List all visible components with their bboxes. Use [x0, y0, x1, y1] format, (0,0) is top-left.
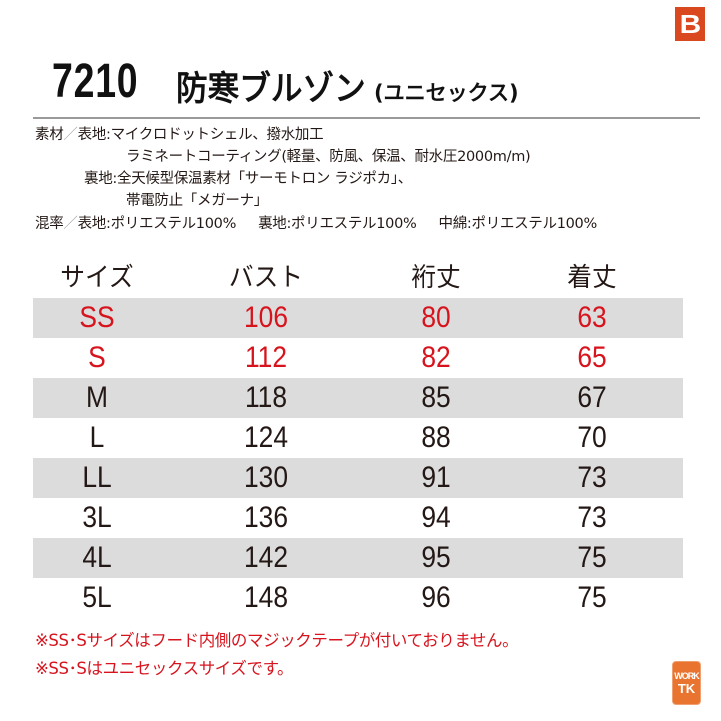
- materials-label: 素材: [35, 127, 64, 143]
- sleeve-cell: 95: [421, 541, 451, 574]
- header-size: サイズ: [60, 263, 134, 293]
- table-row: 3L 136 94 73: [33, 498, 683, 538]
- materials-line-4: 帯電防止「メガーナ」: [126, 190, 268, 212]
- size-cell: 3L: [82, 501, 112, 534]
- size-cell: LL: [82, 461, 112, 494]
- badge-line-1: WORK: [674, 670, 699, 681]
- bust-cell: 130: [243, 461, 289, 494]
- header-divider: [33, 117, 700, 119]
- length-cell: 73: [577, 501, 607, 534]
- bust-cell: 136: [243, 501, 289, 534]
- bust-cell: 124: [243, 421, 289, 454]
- sleeve-cell: 85: [421, 381, 451, 414]
- footnote: ※SS･Sサイズはフード内側のマジックテープが付いておりません。: [35, 631, 519, 650]
- length-cell: 63: [577, 301, 607, 334]
- table-row: S 112 82 65: [33, 338, 683, 378]
- sleeve-cell: 94: [421, 501, 451, 534]
- brand-logo-letter: B: [679, 9, 701, 39]
- lining-material-antistatic: 帯電防止「メガーナ」: [126, 193, 268, 209]
- materials-line-2: ラミネートコーティング(軽量、防風、保温、耐水圧2000m/m): [126, 146, 531, 168]
- size-cell: M: [86, 381, 108, 414]
- table-row: L 124 88 70: [33, 418, 683, 458]
- footnotes: ※SS･Sサイズはフード内側のマジックテープが付いておりません。 ※SS･Sはユ…: [35, 627, 519, 683]
- size-table: サイズ バスト 裄丈 着丈 SS 106 80 63 S 112 82 65 M…: [33, 258, 683, 618]
- table-row: 5L 148 96 75: [33, 578, 683, 618]
- blend-line: 混率／表地:ポリエステル100% 裏地:ポリエステル100% 中綿:ポリエステル10…: [35, 213, 597, 235]
- product-title: 7210 防寒ブルゾン (ユニセックス): [52, 50, 519, 109]
- product-name: 防寒ブルゾン: [176, 69, 366, 109]
- length-cell: 67: [577, 381, 607, 414]
- sleeve-cell: 91: [421, 461, 451, 494]
- sleeve-cell: 82: [421, 341, 451, 374]
- lining-label: 裏地:: [84, 171, 117, 187]
- brand-logo: B: [675, 7, 705, 41]
- bust-cell: 106: [243, 301, 289, 334]
- bust-cell: 142: [243, 541, 289, 574]
- footnote: ※SS･Sはユニセックスサイズです。: [35, 659, 294, 678]
- outer-label: 表地:: [77, 127, 111, 143]
- length-cell: 73: [577, 461, 607, 494]
- size-cell: L: [89, 421, 105, 454]
- blend-padding: 中綿:ポリエステル100%: [438, 216, 598, 232]
- table-row: 4L 142 95 75: [33, 538, 683, 578]
- slash: ／: [63, 127, 78, 143]
- length-cell: 75: [577, 581, 607, 614]
- model-number: 7210: [52, 55, 139, 108]
- lining-material: 全天候型保温素材「サーモトロン ラジポカ」、: [117, 171, 412, 187]
- sleeve-cell: 80: [421, 301, 451, 334]
- bust-cell: 112: [244, 341, 288, 374]
- blend-outer: 表地:ポリエステル100%: [77, 216, 237, 232]
- table-row: LL 130 91 73: [33, 458, 683, 498]
- outer-material: マイクロドットシェル、撥水加工: [110, 127, 324, 143]
- bust-cell: 148: [243, 581, 289, 614]
- size-cell: 5L: [82, 581, 112, 614]
- bust-cell: 118: [244, 381, 288, 414]
- outer-material-coating: ラミネートコーティング(軽量、防風、保温、耐水圧2000m/m): [126, 149, 531, 165]
- size-cell: SS: [79, 301, 115, 334]
- header-sleeve: 裄丈: [411, 263, 461, 293]
- table-row: M 118 85 67: [33, 378, 683, 418]
- size-cell: S: [88, 341, 106, 374]
- length-cell: 65: [577, 341, 607, 374]
- materials-line-1: 素材／表地:マイクロドットシェル、撥水加工: [35, 124, 324, 146]
- sleeve-cell: 88: [421, 421, 451, 454]
- size-cell: 4L: [82, 541, 112, 574]
- slash: ／: [63, 216, 78, 232]
- length-cell: 70: [577, 421, 607, 454]
- product-subtitle: (ユニセックス): [374, 81, 519, 105]
- blend-lining: 裏地:ポリエステル100%: [258, 216, 417, 232]
- header-length: 着丈: [567, 263, 617, 293]
- sleeve-cell: 96: [421, 581, 451, 614]
- materials-line-3: 裏地:全天候型保温素材「サーモトロン ラジポカ」、: [84, 168, 412, 190]
- badge-line-2: TK: [677, 680, 696, 696]
- blend-label: 混率: [35, 216, 64, 232]
- table-row: SS 106 80 63: [33, 298, 683, 338]
- work-tk-badge: WORK TK: [672, 661, 701, 705]
- header-bust: バスト: [228, 263, 304, 293]
- table-header: サイズ バスト 裄丈 着丈: [33, 258, 683, 298]
- length-cell: 75: [577, 541, 607, 574]
